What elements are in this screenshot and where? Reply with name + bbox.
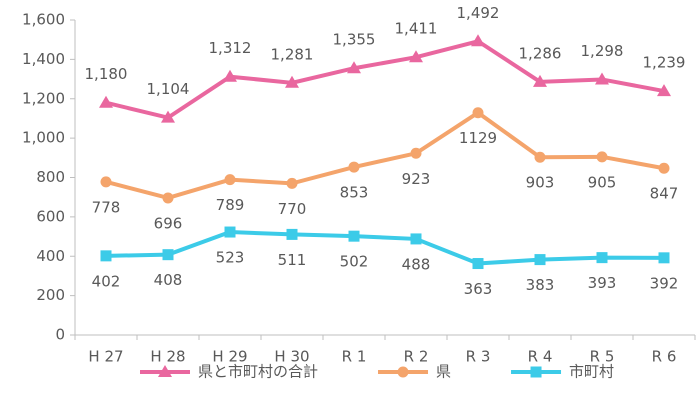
data-point bbox=[596, 151, 608, 163]
data-point bbox=[224, 174, 236, 186]
data-point bbox=[223, 69, 237, 82]
data-label: 1,281 bbox=[271, 45, 314, 63]
x-tick-label: H 27 bbox=[88, 348, 123, 366]
data-label: 511 bbox=[278, 251, 307, 269]
data-point bbox=[658, 252, 670, 264]
data-point bbox=[409, 50, 423, 63]
data-point bbox=[99, 95, 113, 108]
data-label: 789 bbox=[216, 196, 245, 214]
data-label: 363 bbox=[464, 280, 493, 298]
data-point bbox=[658, 162, 670, 174]
x-tick-label: R 4 bbox=[528, 348, 553, 366]
x-tick-label: R 3 bbox=[466, 348, 491, 366]
legend-marker bbox=[397, 366, 409, 378]
data-label: 1,239 bbox=[643, 54, 686, 72]
data-label: 1,492 bbox=[457, 4, 500, 22]
data-point bbox=[595, 72, 609, 85]
legend-marker bbox=[158, 365, 172, 377]
x-tick-label: H 30 bbox=[274, 348, 309, 366]
legend-label: 市町村 bbox=[569, 363, 614, 381]
data-point bbox=[100, 176, 112, 188]
data-label: 903 bbox=[526, 174, 555, 192]
data-label: 383 bbox=[526, 276, 555, 294]
data-point bbox=[471, 34, 485, 47]
data-point bbox=[596, 252, 608, 264]
data-label: 770 bbox=[278, 200, 307, 218]
data-point bbox=[286, 177, 298, 189]
data-point bbox=[348, 161, 360, 173]
data-point bbox=[533, 74, 547, 87]
data-point bbox=[161, 110, 175, 123]
data-point bbox=[534, 254, 546, 266]
data-point bbox=[348, 230, 360, 242]
x-tick-label: R 2 bbox=[404, 348, 429, 366]
data-point bbox=[534, 151, 546, 163]
data-label: 1,355 bbox=[333, 31, 376, 49]
x-tick-label: H 29 bbox=[212, 348, 247, 366]
series-line bbox=[105, 110, 665, 201]
data-point bbox=[162, 192, 174, 204]
data-label: 408 bbox=[154, 271, 183, 289]
data-label: 778 bbox=[92, 198, 121, 216]
data-point bbox=[162, 249, 174, 261]
data-label: 1129 bbox=[459, 129, 497, 147]
data-label: 1,104 bbox=[147, 80, 190, 98]
data-label: 392 bbox=[650, 274, 679, 292]
y-tick-label: 400 bbox=[36, 247, 65, 265]
legend-marker bbox=[530, 366, 542, 378]
y-tick-label: 800 bbox=[36, 168, 65, 186]
data-label: 1,411 bbox=[395, 20, 438, 38]
y-tick-label: 200 bbox=[36, 286, 65, 304]
y-tick-label: 1,000 bbox=[22, 129, 65, 147]
data-point bbox=[410, 233, 422, 245]
y-tick-label: 600 bbox=[36, 207, 65, 225]
y-tick-label: 1,400 bbox=[22, 50, 65, 68]
data-point bbox=[224, 226, 236, 238]
data-point bbox=[472, 107, 484, 119]
data-point bbox=[410, 147, 422, 159]
data-label: 1,298 bbox=[581, 42, 624, 60]
data-label: 393 bbox=[588, 274, 617, 292]
data-label: 923 bbox=[402, 170, 431, 188]
data-label: 853 bbox=[340, 184, 369, 202]
data-label: 847 bbox=[650, 185, 679, 203]
x-tick-label: R 6 bbox=[652, 348, 677, 366]
data-label: 1,312 bbox=[209, 39, 252, 57]
series-line bbox=[105, 39, 665, 120]
legend-label: 県と市町村の合計 bbox=[198, 363, 318, 381]
data-point bbox=[286, 228, 298, 240]
data-label: 402 bbox=[92, 272, 121, 290]
y-tick-label: 1,600 bbox=[22, 11, 65, 29]
data-label: 905 bbox=[588, 173, 617, 191]
x-tick-label: R 1 bbox=[342, 348, 367, 366]
data-point bbox=[100, 250, 112, 262]
data-label: 502 bbox=[340, 253, 369, 271]
data-label: 523 bbox=[216, 249, 245, 267]
y-tick-label: 1,200 bbox=[22, 89, 65, 107]
data-label: 696 bbox=[154, 214, 183, 232]
data-point bbox=[472, 258, 484, 270]
data-label: 488 bbox=[402, 255, 431, 273]
data-label: 1,180 bbox=[85, 65, 128, 83]
y-tick-label: 0 bbox=[55, 326, 65, 344]
data-point bbox=[285, 75, 299, 88]
data-point bbox=[657, 84, 671, 97]
data-point bbox=[347, 61, 361, 74]
series-line bbox=[105, 230, 665, 266]
x-tick-label: R 5 bbox=[590, 348, 615, 366]
x-tick-label: H 28 bbox=[150, 348, 185, 366]
data-label: 1,286 bbox=[519, 44, 562, 62]
legend-label: 県 bbox=[436, 363, 451, 381]
